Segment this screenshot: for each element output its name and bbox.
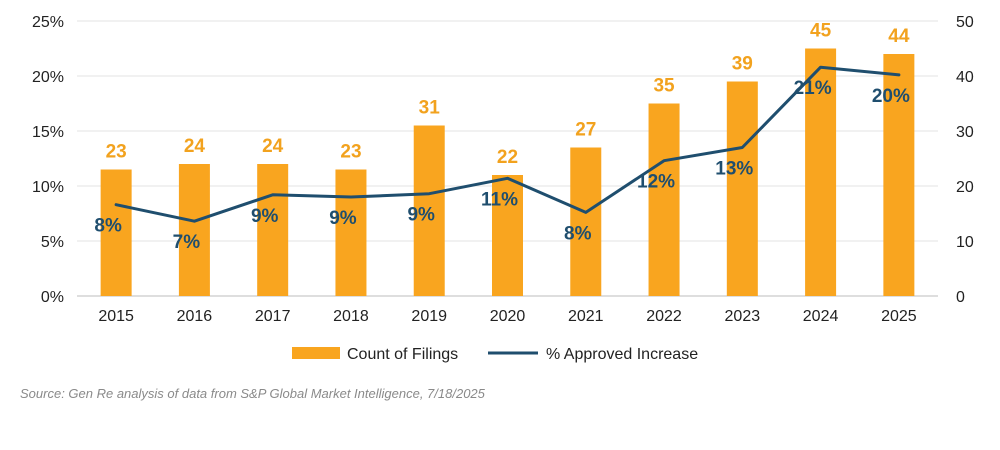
x-axis-tick-2020: 2020 [490, 308, 526, 325]
x-axis-tick-2018: 2018 [333, 308, 369, 325]
line-label-2021: 8% [564, 223, 592, 244]
bar-2016 [178, 164, 210, 296]
bar-2019 [413, 125, 445, 296]
line-label-2016: 7% [173, 232, 201, 253]
line-label-2020: 11% [481, 189, 518, 210]
bar-label-2024: 45 [810, 21, 832, 42]
bar-2023 [726, 81, 758, 296]
legend-label-approved: % Approved Increase [546, 346, 698, 363]
right-axis-tick: 30 [956, 124, 974, 141]
bar-2022 [648, 103, 680, 296]
x-axis-tick-2015: 2015 [98, 308, 134, 325]
left-axis-tick: 15% [32, 124, 64, 141]
bar-label-2025: 44 [888, 26, 910, 47]
left-axis-tick: 10% [32, 179, 64, 196]
source-note: Source: Gen Re analysis of data from S&P… [20, 386, 485, 401]
x-axis-tick-2022: 2022 [646, 308, 682, 325]
right-axis-tick: 10 [956, 234, 974, 251]
line-label-2022: 12% [637, 172, 675, 193]
right-axis-tick: 0 [956, 289, 965, 306]
line-label-2019: 9% [407, 205, 435, 226]
bar-2021 [570, 147, 602, 296]
bar-2025 [883, 54, 915, 296]
bar-label-2022: 35 [653, 76, 675, 97]
bar-label-2019: 31 [419, 98, 441, 119]
x-axis: 2015 2016 2017 2018 2019 2020 2021 2022 2023 2024… [98, 308, 916, 325]
line-data-labels: 8% 7% 9% 9% 9% 11% 8% 12% 13% 21% 20% [94, 78, 910, 253]
bar-2020 [492, 175, 523, 296]
legend-label-filings: Count of Filings [347, 346, 458, 363]
bar-2018 [335, 169, 367, 296]
bar-label-2015: 23 [106, 142, 127, 163]
line-label-2017: 9% [251, 206, 279, 227]
line-label-2023: 13% [715, 159, 753, 180]
x-axis-tick-2017: 2017 [255, 308, 291, 325]
line-label-2018: 9% [329, 208, 357, 229]
x-axis-tick-2023: 2023 [725, 308, 761, 325]
legend-swatch-filings [292, 347, 340, 359]
bar-2017 [257, 164, 289, 296]
x-axis-tick-2024: 2024 [803, 308, 839, 325]
filings-bars [100, 48, 915, 296]
bar-label-2020: 22 [497, 147, 518, 168]
right-axis: 0 10 20 30 40 50 [956, 14, 974, 306]
x-axis-tick-2019: 2019 [411, 308, 447, 325]
left-axis-tick: 25% [32, 14, 64, 31]
line-label-2024: 21% [794, 78, 832, 99]
line-label-2015: 8% [94, 216, 122, 237]
left-axis-tick: 20% [32, 69, 64, 86]
legend: Count of Filings % Approved Increase [292, 346, 698, 363]
bar-label-2023: 39 [732, 54, 753, 75]
right-axis-tick: 50 [956, 14, 974, 31]
line-label-2025: 20% [872, 86, 910, 107]
bar-data-labels: 23 24 24 23 31 22 27 35 39 45 44 [106, 21, 910, 169]
bar-label-2018: 23 [340, 142, 361, 163]
bar-2015 [100, 169, 132, 296]
bar-label-2021: 27 [575, 120, 596, 141]
left-axis: 0% 5% 10% 15% 20% 25% [32, 14, 64, 306]
x-axis-tick-2021: 2021 [568, 308, 604, 325]
left-axis-tick: 0% [41, 289, 64, 306]
bar-label-2016: 24 [184, 136, 206, 157]
x-axis-tick-2025: 2025 [881, 308, 917, 325]
right-axis-tick: 40 [956, 69, 974, 86]
approved-increase-line-group [114, 65, 901, 223]
approved-increase-line [114, 65, 901, 223]
bar-2024 [805, 48, 837, 296]
bar-label-2017: 24 [262, 136, 284, 157]
left-axis-tick: 5% [41, 234, 64, 251]
x-axis-tick-2016: 2016 [177, 308, 213, 325]
right-axis-tick: 20 [956, 179, 974, 196]
